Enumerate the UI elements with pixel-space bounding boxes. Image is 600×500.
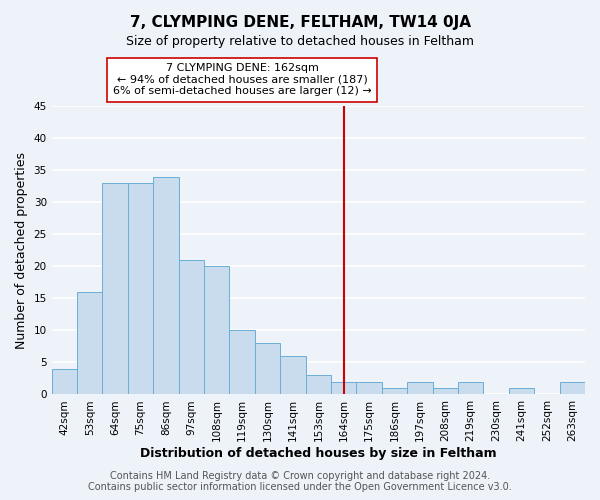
Text: 7, CLYMPING DENE, FELTHAM, TW14 0JA: 7, CLYMPING DENE, FELTHAM, TW14 0JA — [130, 15, 470, 30]
Y-axis label: Number of detached properties: Number of detached properties — [15, 152, 28, 348]
Bar — [560, 382, 585, 394]
Bar — [128, 183, 153, 394]
Bar — [407, 382, 433, 394]
Bar — [229, 330, 255, 394]
Bar — [103, 183, 128, 394]
Bar — [153, 176, 179, 394]
Bar — [255, 343, 280, 394]
Bar — [356, 382, 382, 394]
Bar — [509, 388, 534, 394]
Bar — [204, 266, 229, 394]
Text: 7 CLYMPING DENE: 162sqm
← 94% of detached houses are smaller (187)
6% of semi-de: 7 CLYMPING DENE: 162sqm ← 94% of detache… — [113, 63, 371, 96]
Bar — [77, 292, 103, 394]
Bar — [433, 388, 458, 394]
Text: Size of property relative to detached houses in Feltham: Size of property relative to detached ho… — [126, 35, 474, 48]
Bar — [179, 260, 204, 394]
Bar — [52, 369, 77, 394]
Bar — [382, 388, 407, 394]
Text: Contains HM Land Registry data © Crown copyright and database right 2024.
Contai: Contains HM Land Registry data © Crown c… — [88, 471, 512, 492]
Bar — [280, 356, 305, 395]
Bar — [305, 375, 331, 394]
Bar — [331, 382, 356, 394]
X-axis label: Distribution of detached houses by size in Feltham: Distribution of detached houses by size … — [140, 447, 497, 460]
Bar — [458, 382, 484, 394]
